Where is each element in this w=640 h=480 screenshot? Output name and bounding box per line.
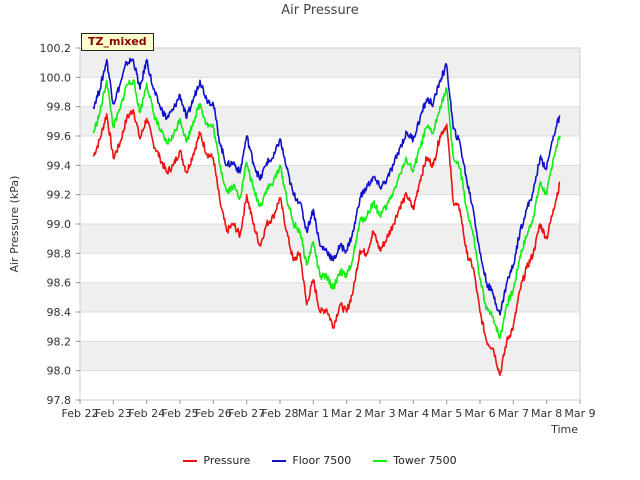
x-tick-label: Mar 1	[298, 407, 329, 420]
x-tick-label: Mar 3	[364, 407, 395, 420]
y-tick-label: 98.8	[47, 247, 72, 260]
x-axis-label: Time	[550, 423, 578, 436]
y-tick-label: 98.6	[47, 277, 72, 290]
legend: Pressure Floor 7500 Tower 7500	[0, 454, 640, 467]
y-tick-label: 99.0	[47, 218, 72, 231]
legend-label: Floor 7500	[292, 454, 352, 467]
y-tick-label: 99.8	[47, 101, 72, 114]
grid-band	[80, 165, 580, 195]
grid-band	[80, 224, 580, 254]
legend-item: Floor 7500	[272, 454, 351, 467]
x-tick-label: Mar 9	[564, 407, 595, 420]
x-tick-label: Feb 28	[262, 407, 299, 420]
x-tick-label: Mar 5	[431, 407, 462, 420]
y-tick-label: 98.0	[47, 365, 72, 378]
chart-title: Air Pressure	[281, 3, 359, 18]
x-tick-label: Feb 26	[195, 407, 232, 420]
x-tick-label: Feb 27	[228, 407, 265, 420]
legend-swatch	[373, 459, 388, 462]
x-tick-label: Feb 25	[162, 407, 199, 420]
legend-swatch	[272, 459, 287, 462]
grid-band	[80, 341, 580, 371]
series-line-pressure	[92, 108, 561, 376]
x-tick-label: Feb 22	[62, 407, 99, 420]
legend-label: Tower 7500	[393, 454, 457, 467]
y-tick-label: 98.2	[47, 335, 72, 348]
x-tick-label: Feb 23	[95, 407, 132, 420]
x-tick-label: Mar 7	[498, 407, 529, 420]
y-tick-label: 99.2	[47, 189, 72, 202]
x-tick-label: Mar 2	[331, 407, 362, 420]
y-axis-label: Air Pressure (kPa)	[8, 176, 21, 273]
legend-item: Tower 7500	[373, 454, 457, 467]
grid-band	[80, 106, 580, 136]
timezone-badge: TZ_mixed	[81, 33, 154, 51]
y-tick-label: 100.2	[40, 42, 72, 55]
legend-label: Pressure	[203, 454, 251, 467]
legend-swatch	[183, 459, 198, 462]
series-line-tower-7500	[92, 79, 561, 340]
legend-item: Pressure	[183, 454, 250, 467]
y-tick-label: 99.4	[47, 159, 72, 172]
x-tick-label: Mar 6	[464, 407, 495, 420]
series-line-floor-7500	[92, 57, 561, 316]
y-tick-label: 99.6	[47, 130, 72, 143]
x-tick-label: Mar 8	[531, 407, 562, 420]
x-tick-label: Feb 24	[128, 407, 165, 420]
grid-band	[80, 48, 580, 78]
x-tick-label: Mar 4	[398, 407, 429, 420]
y-tick-label: 100.0	[40, 71, 72, 84]
y-tick-label: 98.4	[47, 306, 72, 319]
y-tick-label: 97.8	[47, 394, 72, 407]
